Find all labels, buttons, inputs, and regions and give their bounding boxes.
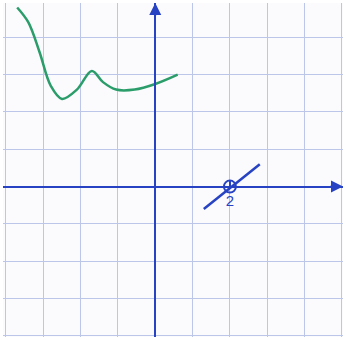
- svg-text:2: 2: [226, 192, 234, 209]
